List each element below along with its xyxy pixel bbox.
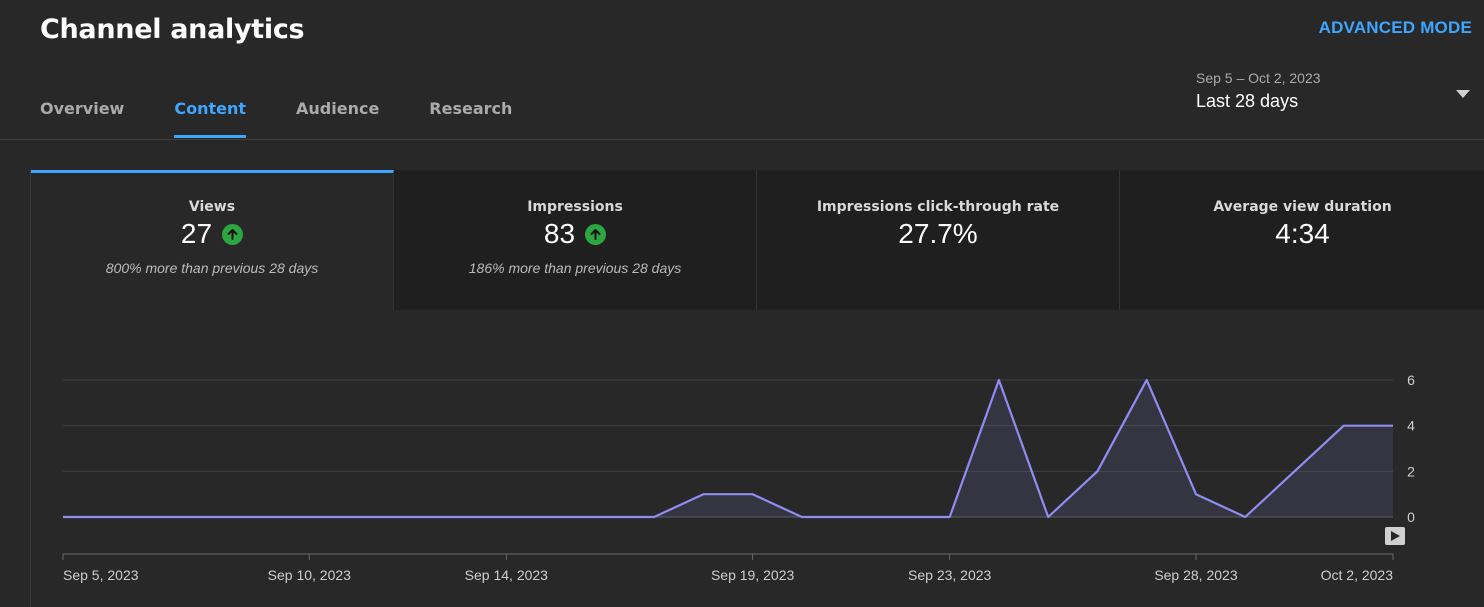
views-chart: 0 2 4 6 Sep 5, 2023 Sep 10, 2023 Sep 14, 2023 S… [62, 372, 1415, 583]
metric-card-views[interactable]: Views 27 800% more than previous 28 days [31, 170, 394, 310]
page-title: Channel analytics [40, 14, 305, 45]
caret-down-icon[interactable] [1456, 90, 1470, 98]
metric-value-row: 4:34 [1120, 218, 1484, 250]
metric-value: 27.7% [898, 218, 978, 249]
header-divider [0, 139, 1484, 140]
metric-cards: Views 27 800% more than previous 28 days… [31, 170, 1484, 310]
x-tick-label: Oct 2, 2023 [1321, 567, 1394, 583]
series-area [63, 380, 1393, 517]
x-tick-label: Sep 28, 2023 [1154, 567, 1238, 583]
metric-value: 4:34 [1275, 218, 1330, 249]
x-tick-label: Sep 5, 2023 [63, 567, 139, 583]
metric-value-row: 27.7% [757, 218, 1119, 250]
x-tick-label: Sep 10, 2023 [268, 567, 352, 583]
metric-label: Impressions click-through rate [816, 199, 1060, 215]
tab-research[interactable]: Research [429, 99, 513, 118]
trend-up-icon [585, 223, 607, 245]
y-tick-label: 6 [1407, 372, 1415, 388]
tab-audience[interactable]: Audience [296, 99, 380, 118]
analytics-panel: Views 27 800% more than previous 28 days… [30, 170, 1484, 607]
date-range-selector[interactable]: Sep 5 – Oct 2, 2023 Last 28 days [1196, 70, 1476, 120]
tab-content[interactable]: Content [174, 96, 246, 139]
metric-value-row: 27 [31, 218, 393, 250]
metric-label: Views [188, 199, 236, 215]
metric-card-avg-view-duration[interactable]: Average view duration 4:34 [1120, 170, 1484, 310]
metric-card-ctr[interactable]: Impressions click-through rate 27.7% [757, 170, 1120, 310]
tab-bar: Overview Content Audience Research [40, 96, 562, 140]
advanced-mode-link[interactable]: ADVANCED MODE [1318, 18, 1472, 37]
series-line [63, 378, 1393, 519]
metric-note: 186% more than previous 28 days [468, 260, 682, 276]
tab-overview[interactable]: Overview [40, 99, 125, 118]
metric-label: Impressions [527, 199, 623, 215]
metric-value: 27 [180, 218, 213, 249]
metric-value-row: 83 [394, 218, 756, 250]
metric-label: Average view duration [1213, 199, 1392, 215]
date-range-dates: Sep 5 – Oct 2, 2023 [1196, 70, 1321, 86]
date-range-label: Last 28 days [1196, 91, 1299, 111]
play-icon [1391, 531, 1400, 541]
x-tick-label: Sep 14, 2023 [465, 567, 549, 583]
metric-value: 83 [543, 218, 576, 249]
trend-up-icon [222, 223, 244, 245]
x-tick-label: Sep 19, 2023 [711, 567, 795, 583]
y-tick-label: 4 [1407, 418, 1415, 434]
metric-card-impressions[interactable]: Impressions 83 186% more than previous 2… [394, 170, 757, 310]
x-tick-label: Sep 23, 2023 [908, 567, 992, 583]
y-tick-label: 0 [1407, 509, 1415, 525]
metric-note: 800% more than previous 28 days [105, 260, 319, 276]
y-tick-label: 2 [1407, 463, 1415, 479]
